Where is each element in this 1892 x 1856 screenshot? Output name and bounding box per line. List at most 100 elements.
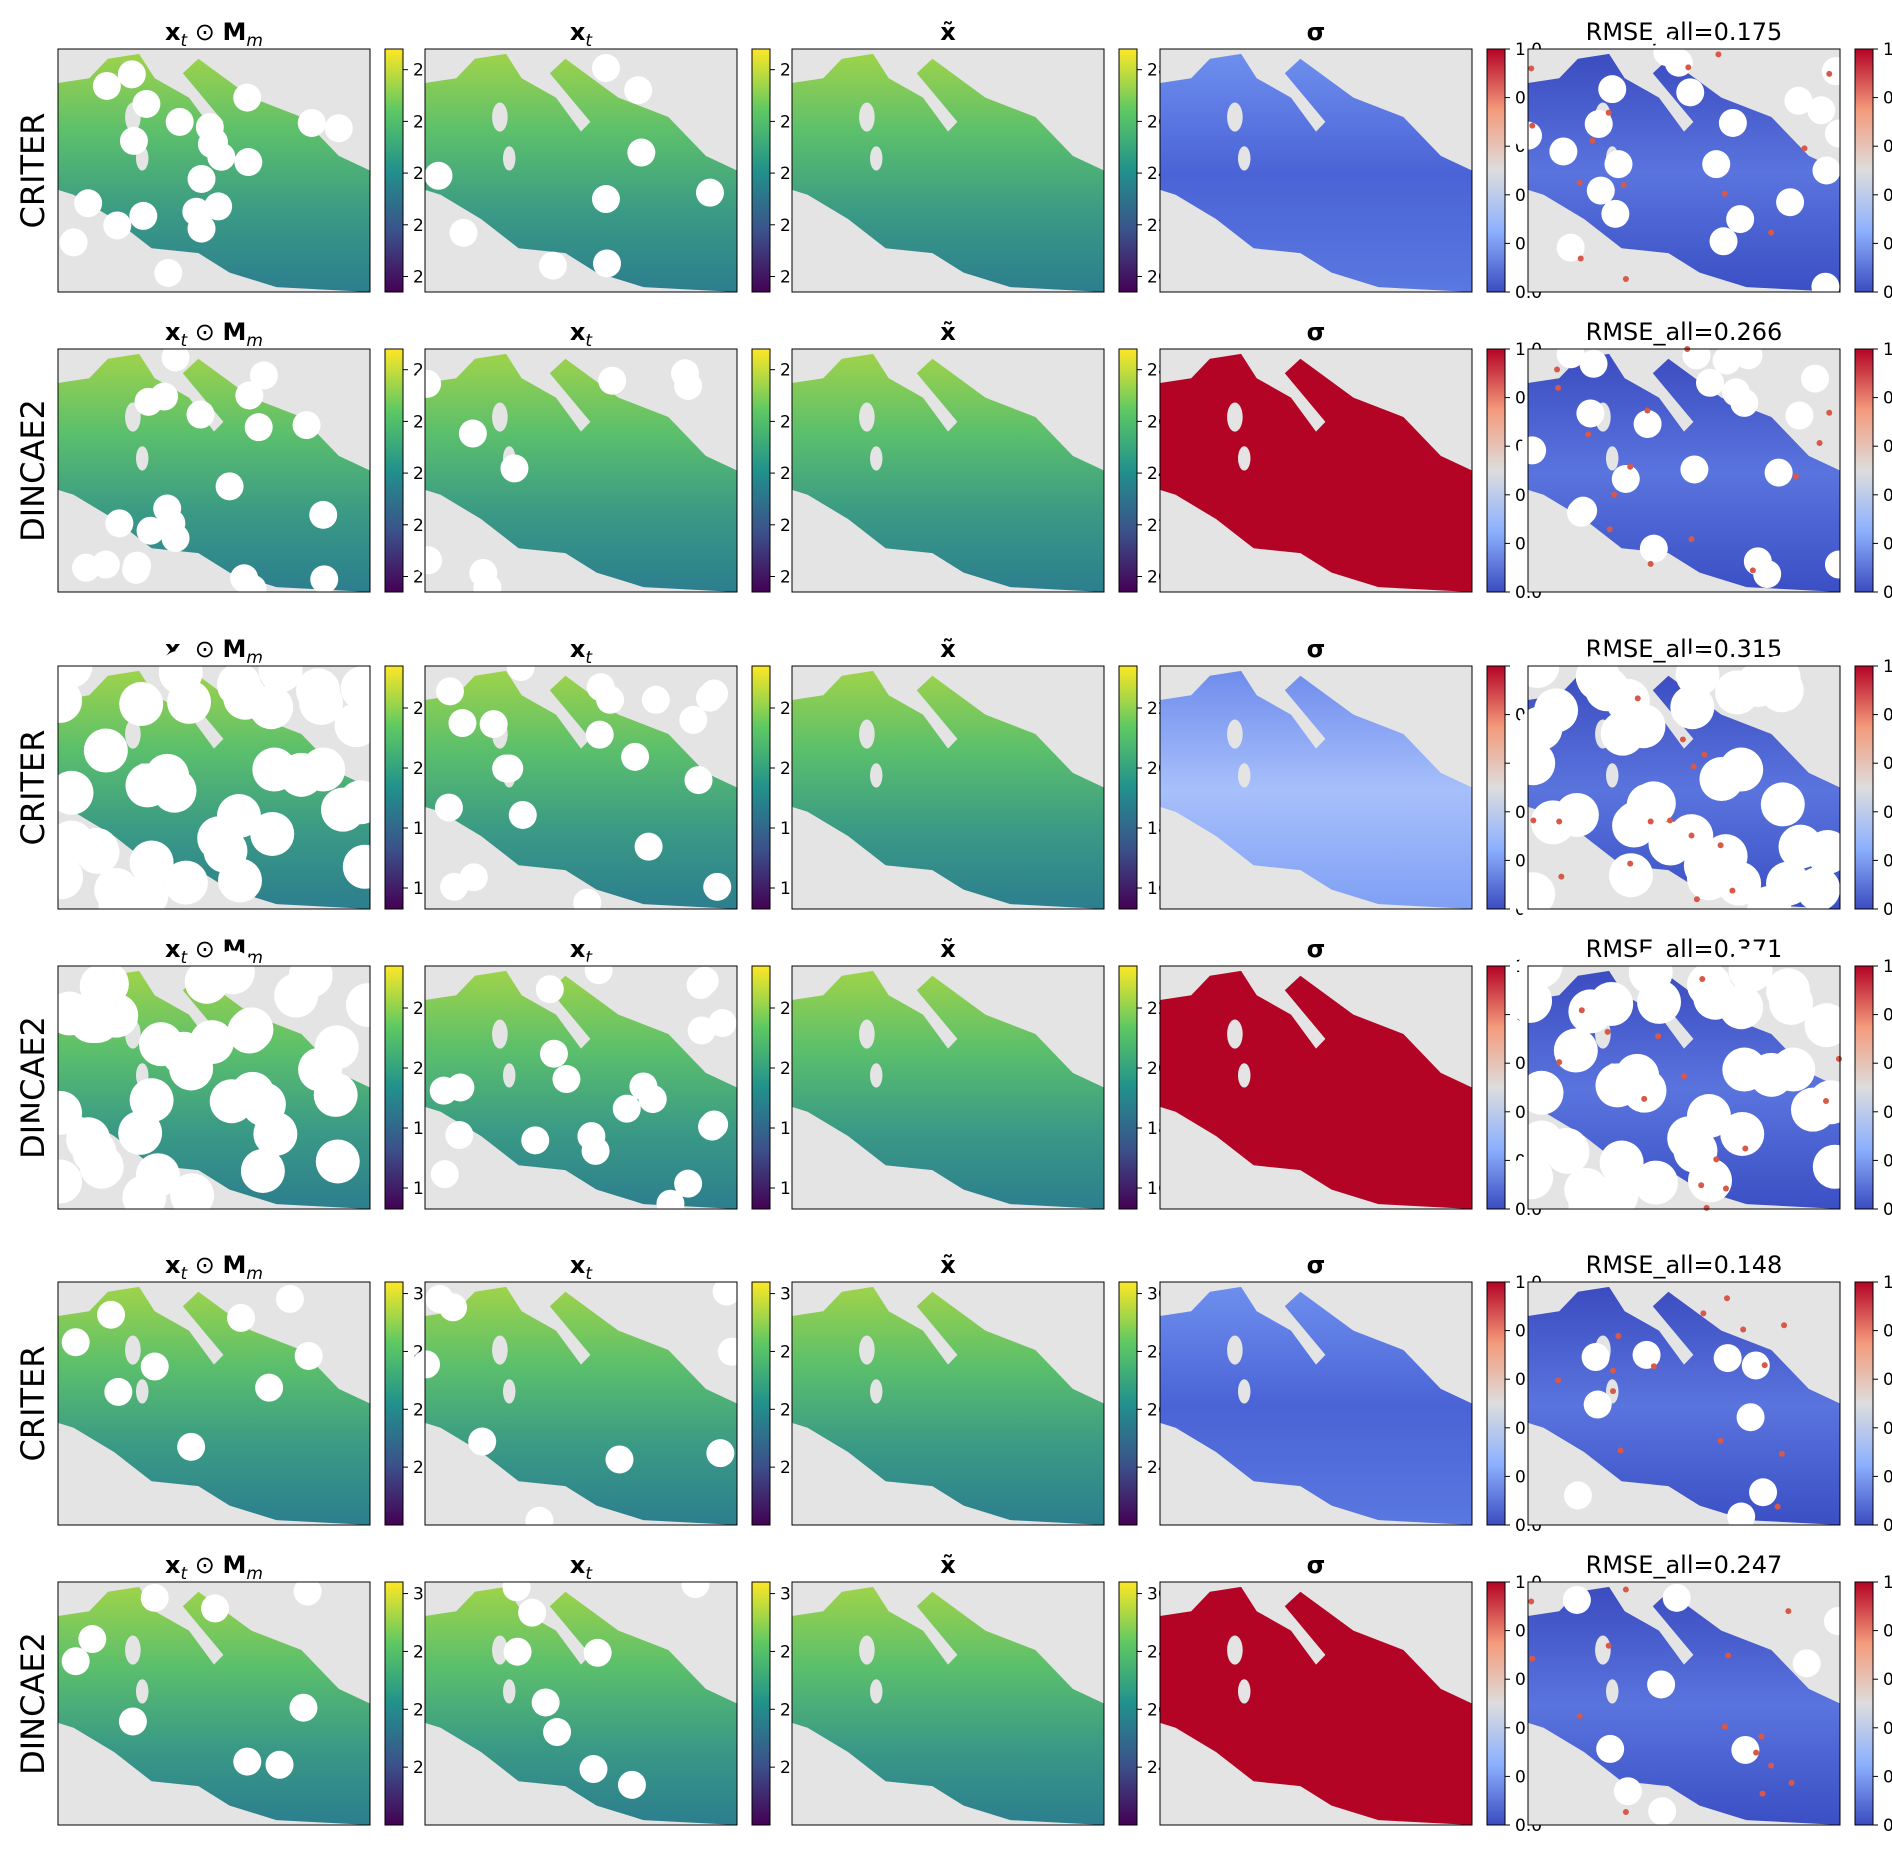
map-panel — [57, 1281, 371, 1526]
map-panel — [791, 665, 1105, 910]
row-label: CRITER — [14, 112, 52, 228]
panel-title: σ — [1307, 935, 1326, 963]
colorbar-tick-label: 1.0 — [1883, 957, 1892, 977]
map-panel — [1527, 1281, 1841, 1531]
map-panel — [1527, 1581, 1852, 1826]
colorbar-tick-label: 0.2 — [1883, 234, 1892, 254]
colorbar-tick-label: 0.0 — [1883, 1200, 1892, 1220]
map-panel — [1508, 944, 1857, 1227]
panel-title: x̃ — [940, 1251, 956, 1279]
colorbar-tick-label: 1.0 — [1883, 657, 1892, 677]
panel-title: xt — [570, 18, 593, 51]
panel-title: xt — [570, 1251, 593, 1284]
panel-title: xt ⊙ Mm — [165, 18, 263, 51]
panel-title: σ — [1307, 635, 1326, 663]
colorbar-tick-label: 0.0 — [1883, 1816, 1892, 1836]
colorbar-tick-label: 0.2 — [1883, 1151, 1892, 1171]
map-panel — [38, 950, 390, 1220]
row-label: DINCAE2 — [14, 1632, 52, 1775]
colorbar: 1.0 0.8 0.6 0.4 0.2 0.0 — [1854, 1573, 1892, 1836]
panel-title: RMSE_all=0.266 — [1586, 318, 1783, 346]
panel-title: x̃ — [940, 318, 956, 346]
panel-title: xt ⊙ Mm — [165, 1551, 263, 1584]
colorbar-tick-label: 0.2 — [1883, 1467, 1892, 1487]
colorbar-tick-label: 0.0 — [1883, 283, 1892, 303]
panel-title: σ — [1307, 1251, 1326, 1279]
map-panel — [57, 1577, 371, 1826]
map-panel — [412, 1277, 746, 1535]
colorbar-tick-label: 0.8 — [1883, 389, 1892, 409]
colorbar-tick-label: 0.0 — [1883, 583, 1892, 603]
colorbar-tick-label: 1.0 — [1883, 40, 1892, 60]
map-panel — [791, 1581, 1105, 1826]
map-panel — [1518, 340, 1853, 593]
map-panel — [791, 48, 1105, 293]
colorbar-tick-label: 0.4 — [1883, 1719, 1892, 1739]
colorbar-tick-label: 0.8 — [1883, 89, 1892, 109]
map-panel — [1514, 38, 1853, 301]
colorbar-tick-label: 0.4 — [1883, 803, 1892, 823]
colorbar-tick-label: 0.4 — [1883, 1419, 1892, 1439]
map-panel — [38, 644, 387, 927]
map-panel — [424, 1570, 738, 1826]
map-panel — [424, 48, 738, 293]
map-panel — [57, 343, 371, 603]
map-panel — [424, 653, 738, 917]
map-panel — [1159, 1281, 1473, 1526]
map-panel — [413, 348, 738, 602]
colorbar-tick-label: 0.6 — [1883, 137, 1892, 157]
colorbar-tick-label: 0.4 — [1883, 486, 1892, 506]
colorbar-tick-label: 0.6 — [1883, 1670, 1892, 1690]
colorbar-tick-label: 0.8 — [1883, 1622, 1892, 1642]
map-panel — [791, 348, 1105, 593]
panel-title: xt ⊙ Mm — [165, 318, 263, 351]
colorbar-tick-label: 0.6 — [1883, 1054, 1892, 1074]
colorbar: 1.0 0.8 0.6 0.4 0.2 0.0 — [1854, 957, 1892, 1220]
map-panel — [1159, 48, 1473, 293]
panel-title: xt — [570, 318, 593, 351]
colorbar-tick-label: 0.2 — [1883, 1767, 1892, 1787]
map-panel — [791, 965, 1105, 1210]
panel-title: xt — [570, 1551, 593, 1584]
panel-title: RMSE_all=0.148 — [1586, 1251, 1783, 1279]
map-panel — [1159, 348, 1473, 593]
panel-title: x̃ — [940, 635, 956, 663]
panel-title: σ — [1307, 1551, 1326, 1579]
map-panel — [791, 1281, 1105, 1526]
colorbar-tick-label: 0.2 — [1883, 851, 1892, 871]
panel-title: x̃ — [940, 935, 956, 963]
row-label: DINCAE2 — [14, 399, 52, 542]
colorbar-tick-label: 0.8 — [1883, 1322, 1892, 1342]
panel-title: xt ⊙ Mm — [165, 1251, 263, 1284]
colorbar-tick-label: 0.0 — [1883, 900, 1892, 920]
panel-title: xt — [570, 935, 593, 968]
panel-title: x̃ — [940, 1551, 956, 1579]
colorbar-tick-label: 1.0 — [1883, 1273, 1892, 1293]
panel-title: x̃ — [940, 18, 956, 46]
map-panel — [1159, 1581, 1473, 1826]
colorbar-tick-label: 0.2 — [1883, 534, 1892, 554]
panel-title: σ — [1307, 18, 1326, 46]
map-panel — [1159, 665, 1473, 910]
panel-title: RMSE_all=0.175 — [1586, 18, 1783, 46]
row-label: DINCAE2 — [14, 1016, 52, 1159]
colorbar: 1.0 0.8 0.6 0.4 0.2 0.0 — [1854, 340, 1892, 603]
colorbar-tick-label: 0.6 — [1883, 1370, 1892, 1390]
colorbar-tick-label: 0.0 — [1883, 1516, 1892, 1536]
panel-title: RMSE_all=0.247 — [1586, 1551, 1783, 1579]
colorbar: 1.0 0.8 0.6 0.4 0.2 0.0 — [1854, 40, 1892, 303]
map-panel — [1511, 644, 1850, 930]
colorbar-tick-label: 1.0 — [1883, 340, 1892, 360]
colorbar: 1.0 0.8 0.6 0.4 0.2 0.0 — [1854, 1273, 1892, 1536]
panel-title: σ — [1307, 318, 1326, 346]
colorbar: 1.0 0.8 0.6 0.4 0.2 0.0 — [1854, 657, 1892, 920]
colorbar-tick-label: 0.8 — [1883, 1006, 1892, 1026]
map-panel — [424, 956, 738, 1218]
panel-title: xt — [570, 635, 593, 668]
map-panel — [1159, 965, 1473, 1210]
